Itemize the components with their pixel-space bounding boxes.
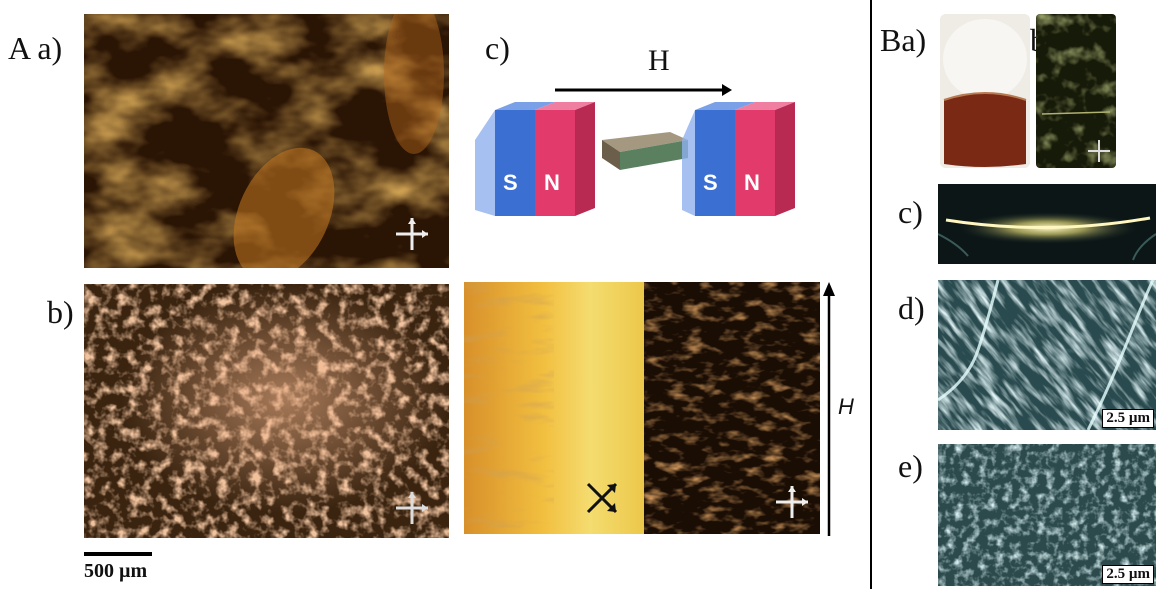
panel-ba-label: a) — [901, 22, 927, 58]
panel-ab-label: b) — [47, 294, 74, 330]
field-axis-label: H — [838, 394, 854, 419]
scale-bar-e-label: 2.5 µm — [1106, 566, 1150, 582]
sem-bd: 2.5 µm — [938, 280, 1156, 430]
scale-bar-d-label: 2.5 µm — [1106, 410, 1150, 426]
micrograph-ac-yellow — [464, 282, 644, 534]
sem-be: 2.5 µm — [938, 444, 1156, 586]
photo-bb-cuvette — [1036, 14, 1116, 168]
panel-aa-label: a) — [37, 30, 63, 66]
field-axis-arrow — [822, 282, 836, 536]
group-a-letter: A — [8, 30, 30, 66]
magnet-right-n: N — [744, 170, 760, 195]
micrograph-ac-dark — [644, 282, 820, 534]
crossed-polarizers-icon — [392, 214, 432, 254]
scale-bar-d: 2.5 µm — [1102, 409, 1154, 428]
group-a-label: A a) — [8, 32, 62, 64]
photo-ba-cuvette — [940, 14, 1030, 168]
scale-bar-main-label: 500 µm — [84, 560, 148, 582]
magnet-field-label: H — [648, 44, 670, 77]
scale-bar-e: 2.5 µm — [1102, 565, 1154, 584]
micrograph-aa — [84, 14, 449, 268]
rotated-polarizers-icon — [582, 478, 622, 518]
scale-bar-line — [84, 552, 152, 556]
magnet-right-s: S — [703, 170, 718, 195]
micrograph-ab — [84, 284, 449, 538]
crossed-polarizers-icon — [1086, 138, 1112, 164]
magnet-left-n: N — [544, 170, 560, 195]
photo-bc-fiber — [938, 184, 1156, 264]
panel-bd-label: d) — [898, 290, 925, 326]
group-b-label: Ba) — [880, 24, 926, 56]
group-b-letter: B — [880, 22, 902, 58]
panel-be-label: e) — [898, 448, 923, 484]
panel-ac-label: c) — [485, 30, 510, 66]
magnet-icon — [682, 102, 795, 216]
magnet-left-s: S — [503, 170, 518, 195]
magnet-diagram: S N S N — [470, 40, 815, 240]
panel-bc-label: c) — [898, 194, 923, 230]
magnet-icon — [475, 102, 595, 216]
crossed-polarizers-icon — [392, 488, 432, 528]
group-divider — [870, 0, 872, 589]
crossed-polarizers-icon — [772, 482, 812, 522]
